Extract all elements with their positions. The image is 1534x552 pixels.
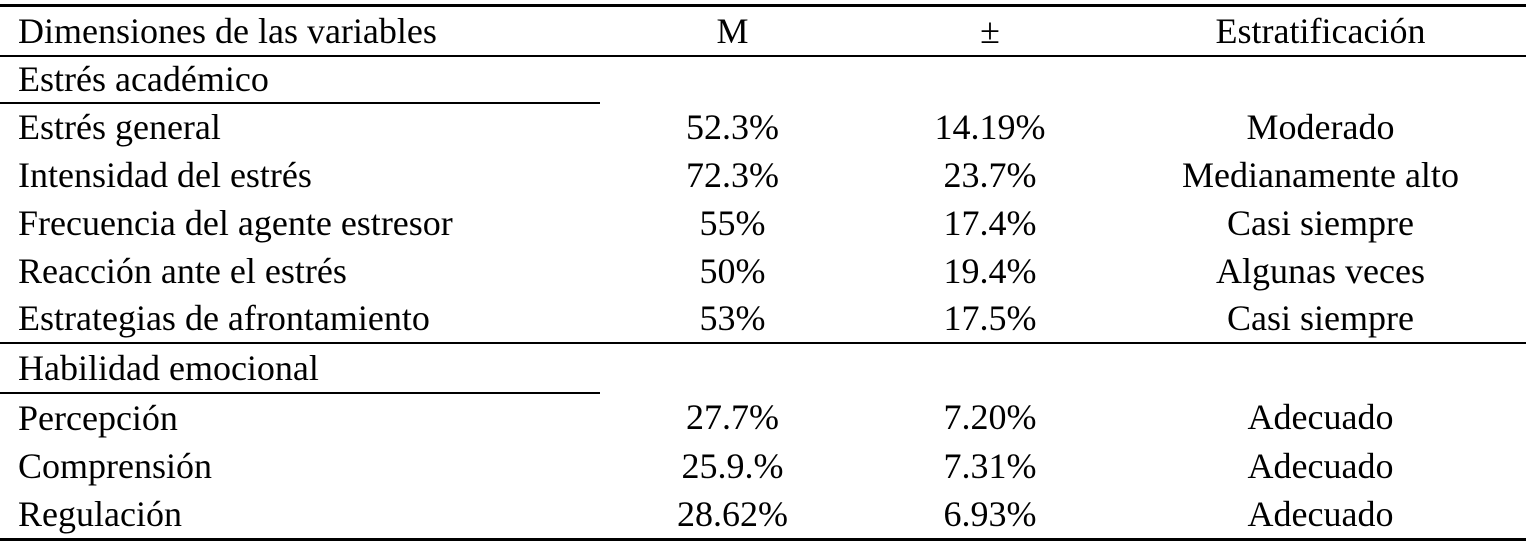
header-row: Dimensiones de las variables M ± Estrati… (0, 5, 1526, 57)
cell-dimension: Frecuencia del agente estresor (18, 202, 453, 243)
cell-mean: 28.62% (677, 494, 788, 535)
empty-cell (865, 56, 1115, 103)
cell-deviation: 7.31% (943, 446, 1037, 486)
cell-dimension: Reacción ante el estrés (18, 250, 347, 291)
cell-stratification: Casi siempre (1227, 202, 1414, 243)
cell-mean: 55% (699, 202, 766, 243)
table-body: Estrés académico Estrés general 52.3% 14… (0, 55, 1526, 540)
cell-mean: 25.9.% (681, 446, 784, 486)
cell-mean: 53% (600, 294, 865, 344)
table-header: Dimensiones de las variables M ± Estrati… (0, 5, 1526, 57)
column-header-deviation: ± (865, 5, 1115, 57)
table-row: Comprensión 25.9.% 7.31% Adecuado (0, 442, 1526, 491)
section-title: Estrés académico (0, 55, 600, 104)
column-header-mean: M (600, 5, 865, 57)
section-title: Habilidad emocional (0, 342, 600, 394)
cell-stratification: Adecuado (1247, 446, 1394, 486)
table-row: Estrés general 52.3% 14.19% Moderado (0, 103, 1526, 151)
cell-dimension: Estrategias de afrontamiento (0, 294, 600, 344)
cell-deviation: 17.4% (943, 202, 1037, 243)
section-row-academic-stress: Estrés académico (0, 55, 1526, 104)
cell-dimension: Estrés general (18, 107, 221, 147)
cell-mean: 50% (699, 250, 766, 291)
table-row: Estrategias de afrontamiento 53% 17.5% C… (0, 294, 1526, 344)
cell-deviation: 17.5% (865, 294, 1115, 344)
empty-cell (1115, 343, 1526, 393)
cell-deviation: 23.7% (943, 154, 1037, 195)
cell-deviation: 14.19% (934, 106, 1046, 147)
cell-stratification: Algunas veces (1216, 250, 1425, 291)
cell-mean: 52.3% (686, 106, 779, 147)
cell-dimension: Percepción (18, 397, 178, 438)
cell-deviation: 7.20% (943, 397, 1037, 437)
cell-deviation: 6.93% (943, 494, 1037, 535)
column-header-stratification: Estratificación (1115, 5, 1526, 57)
table-row: Reacción ante el estrés 50% 19.4% Alguna… (0, 247, 1526, 295)
table-row: Frecuencia del agente estresor 55% 17.4%… (0, 199, 1526, 247)
empty-cell (865, 343, 1115, 393)
cell-dimension: Intensidad del estrés (18, 154, 312, 195)
cell-mean: 72.3% (686, 154, 779, 195)
table-row: Regulación 28.62% 6.93% Adecuado (0, 491, 1526, 540)
results-table: Dimensiones de las variables M ± Estrati… (0, 4, 1526, 541)
empty-cell (600, 56, 865, 103)
cell-stratification: Adecuado (1247, 397, 1394, 437)
cell-deviation: 19.4% (943, 250, 1037, 291)
cell-stratification: Medianamente alto (1182, 154, 1459, 195)
cell-dimension: Comprensión (18, 446, 212, 486)
section-row-emotional-ability: Habilidad emocional (0, 342, 1526, 394)
table-row: Percepción 27.7% 7.20% Adecuado (0, 393, 1526, 442)
empty-cell (600, 343, 865, 393)
empty-cell (1115, 56, 1526, 103)
cell-stratification: Adecuado (1247, 494, 1394, 535)
column-header-dimensions: Dimensiones de las variables (0, 5, 600, 57)
cell-mean: 27.7% (686, 397, 779, 437)
cell-stratification: Casi siempre (1115, 294, 1526, 344)
cell-stratification: Moderado (1246, 106, 1395, 147)
cell-dimension: Regulación (18, 494, 182, 535)
table-row: Intensidad del estrés 72.3% 23.7% Median… (0, 151, 1526, 199)
